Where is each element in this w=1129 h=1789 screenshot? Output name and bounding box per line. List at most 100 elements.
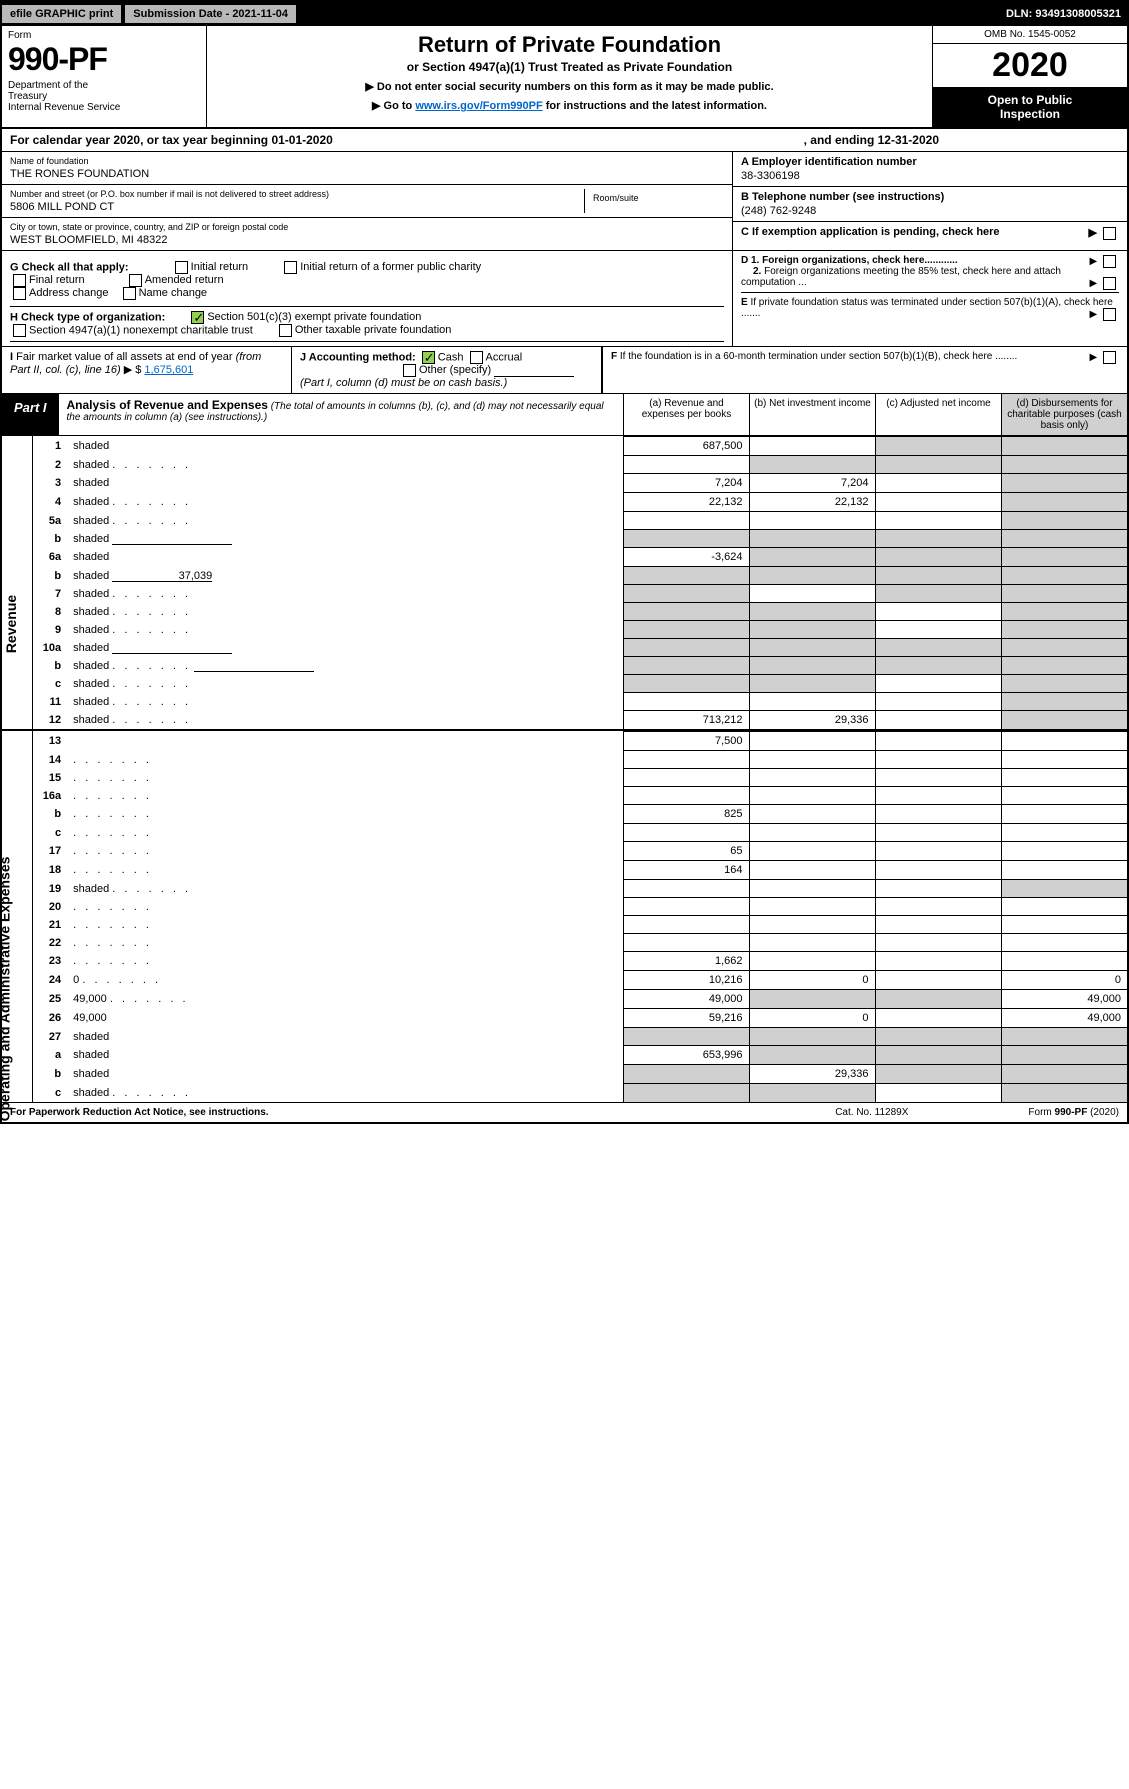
table-row: 6ashaded-3,624 [33, 548, 1127, 567]
part1-header: Part I Analysis of Revenue and Expenses … [2, 394, 1127, 436]
initial-former-checkbox[interactable] [284, 261, 297, 274]
form-subtitle: or Section 4947(a)(1) Trust Treated as P… [217, 60, 922, 74]
table-row: 2shaded . . . . . . . [33, 456, 1127, 474]
footer-cat: Cat. No. 11289X [835, 1107, 908, 1118]
form-number: 990-PF [8, 41, 200, 78]
part1-title: Analysis of Revenue and Expenses (The to… [59, 394, 623, 435]
address-change-checkbox[interactable] [13, 287, 26, 300]
efile-button[interactable]: efile GRAPHIC print [2, 5, 121, 23]
table-row: 3shaded7,2047,204 [33, 474, 1127, 493]
name-change-checkbox[interactable] [123, 287, 136, 300]
table-row: 23 . . . . . . .1,662 [33, 952, 1127, 971]
table-row: 19shaded . . . . . . . [33, 880, 1127, 898]
revenue-side-label: Revenue [2, 436, 33, 729]
table-row: 14 . . . . . . . [33, 751, 1127, 769]
form-label: Form [8, 30, 200, 41]
e-checkbox[interactable] [1103, 308, 1116, 321]
form-note2: ▶ Go to www.irs.gov/Form990PF for instru… [217, 99, 922, 112]
open-public-label: Open to PublicInspection [933, 87, 1127, 127]
table-row: 9shaded . . . . . . . [33, 621, 1127, 639]
table-row: 240 . . . . . . .10,21600 [33, 971, 1127, 990]
part1-tag: Part I [2, 394, 59, 435]
expenses-side-label: Operating and Administrative Expenses [2, 731, 33, 1102]
f-block: F If the foundation is in a 60-month ter… [602, 347, 1127, 393]
pending-checkbox[interactable] [1103, 227, 1116, 240]
table-row: 137,500 [33, 732, 1127, 751]
tax-year: 2020 [933, 44, 1127, 87]
table-row: 22 . . . . . . . [33, 934, 1127, 952]
ein-value: 38-3306198 [741, 170, 1119, 182]
other-method-checkbox[interactable] [403, 364, 416, 377]
foundation-name-cell: Name of foundation THE RONES FOUNDATION [2, 152, 732, 185]
table-row: 2649,00059,216049,000 [33, 1009, 1127, 1028]
pending-cell: C If exemption application is pending, c… [733, 222, 1127, 242]
h-label: H Check type of organization: [10, 311, 165, 323]
table-row: 2549,000 . . . . . . .49,00049,000 [33, 990, 1127, 1009]
cash-checkbox[interactable] [422, 351, 435, 364]
form-title: Return of Private Foundation [217, 32, 922, 58]
table-row: 7shaded . . . . . . . [33, 585, 1127, 603]
initial-return-checkbox[interactable] [175, 261, 188, 274]
col-c-header: (c) Adjusted net income [875, 394, 1001, 435]
d-e-block: D 1. Foreign organizations, check here..… [732, 251, 1127, 346]
ein-cell: A Employer identification number 38-3306… [733, 152, 1127, 187]
table-row: 16a . . . . . . . [33, 787, 1127, 805]
amended-checkbox[interactable] [129, 274, 142, 287]
street-address: 5806 MILL POND CT [10, 201, 584, 213]
table-row: cshaded . . . . . . . [33, 675, 1127, 693]
table-row: 15 . . . . . . . [33, 769, 1127, 787]
table-row: 18 . . . . . . .164 [33, 861, 1127, 880]
table-row: b . . . . . . .825 [33, 805, 1127, 824]
final-return-checkbox[interactable] [13, 274, 26, 287]
table-row: 1shaded687,500 [33, 437, 1127, 456]
501c3-checkbox[interactable] [191, 311, 204, 324]
entity-block: Name of foundation THE RONES FOUNDATION … [2, 152, 1127, 251]
col-d-header: (d) Disbursements for charitable purpose… [1001, 394, 1127, 435]
omb-number: OMB No. 1545-0052 [933, 26, 1127, 44]
header-mid: Return of Private Foundation or Section … [207, 26, 932, 127]
cal-year-text: For calendar year 2020, or tax year begi… [10, 133, 333, 147]
submission-date: Submission Date - 2021-11-04 [125, 5, 296, 23]
tel-cell: B Telephone number (see instructions) (2… [733, 187, 1127, 222]
dept-label: Department of theTreasuryInternal Revenu… [8, 80, 200, 113]
footer-left: For Paperwork Reduction Act Notice, see … [10, 1107, 269, 1118]
table-row: ashaded653,996 [33, 1046, 1127, 1065]
table-row: bshaded29,336 [33, 1065, 1127, 1084]
irs-link[interactable]: www.irs.gov/Form990PF [415, 100, 542, 112]
table-row: 27shaded [33, 1028, 1127, 1046]
revenue-table: 1shaded687,5002shaded . . . . . . .3shad… [33, 436, 1127, 729]
header-right: OMB No. 1545-0052 2020 Open to PublicIns… [932, 26, 1127, 127]
other-taxable-checkbox[interactable] [279, 324, 292, 337]
table-row: 12shaded . . . . . . .713,21229,336 [33, 711, 1127, 730]
entity-right: A Employer identification number 38-3306… [732, 152, 1127, 250]
table-row: 17 . . . . . . .65 [33, 842, 1127, 861]
top-bar: efile GRAPHIC print Submission Date - 20… [2, 2, 1127, 26]
city-state-zip: WEST BLOOMFIELD, MI 48322 [10, 234, 724, 246]
g-h-d-row: G Check all that apply: Initial return I… [2, 251, 1127, 347]
table-row: 10ashaded [33, 639, 1127, 657]
form-note1: ▶ Do not enter social security numbers o… [217, 80, 922, 93]
i-j-f-row: I Fair market value of all assets at end… [2, 347, 1127, 394]
table-row: 11shaded . . . . . . . [33, 693, 1127, 711]
table-row: c . . . . . . . [33, 824, 1127, 842]
table-row: 8shaded . . . . . . . [33, 603, 1127, 621]
table-row: bshaded . . . . . . . [33, 657, 1127, 675]
d2-checkbox[interactable] [1103, 277, 1116, 290]
telephone: (248) 762-9248 [741, 205, 1119, 217]
foundation-name: THE RONES FOUNDATION [10, 168, 724, 180]
dln-label: DLN: 93491308005321 [1006, 8, 1121, 20]
4947-checkbox[interactable] [13, 324, 26, 337]
form-page: efile GRAPHIC print Submission Date - 20… [0, 0, 1129, 1124]
col-a-header: (a) Revenue and expenses per books [623, 394, 749, 435]
f-checkbox[interactable] [1103, 351, 1116, 364]
header-block: Form 990-PF Department of theTreasuryInt… [2, 26, 1127, 129]
accrual-checkbox[interactable] [470, 351, 483, 364]
expenses-section: Operating and Administrative Expenses 13… [2, 729, 1127, 1102]
table-row: bshaded [33, 530, 1127, 548]
fmv-value: 1,675,601 [144, 364, 193, 376]
city-cell: City or town, state or province, country… [2, 218, 732, 250]
d1-checkbox[interactable] [1103, 255, 1116, 268]
table-row: 4shaded . . . . . . .22,13222,132 [33, 493, 1127, 512]
g-label: G Check all that apply: [10, 261, 129, 273]
table-row: 21 . . . . . . . [33, 916, 1127, 934]
